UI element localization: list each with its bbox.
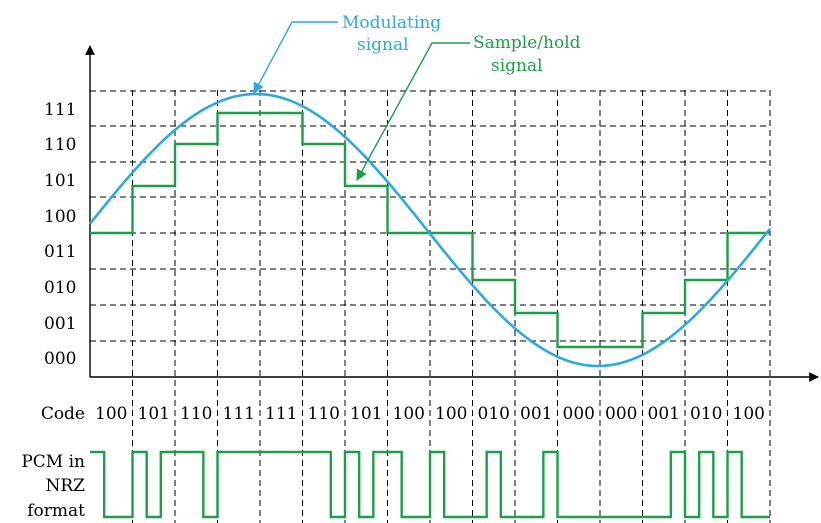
code-cell: 001 bbox=[648, 404, 680, 424]
modulating-signal-label: Modulating bbox=[342, 13, 441, 33]
pcm-row-label: PCM in bbox=[21, 452, 85, 472]
modulating-signal-label-line2: signal bbox=[357, 35, 409, 55]
y-level-label: 010 bbox=[44, 278, 76, 298]
pcm-row-label-line3: format bbox=[27, 501, 85, 521]
code-cell: 000 bbox=[605, 404, 637, 424]
y-level-label: 111 bbox=[44, 100, 76, 120]
code-cell: 010 bbox=[690, 404, 722, 424]
y-axis-level-labels: 000 001 010 011 100 101 110 111 bbox=[44, 100, 76, 369]
code-cell: 101 bbox=[138, 404, 170, 424]
code-cell: 101 bbox=[350, 404, 382, 424]
pcm-nrz-waveform bbox=[90, 450, 770, 519]
y-level-label: 101 bbox=[44, 171, 76, 191]
sample-hold-signal-pointer bbox=[356, 42, 470, 181]
code-cell: 110 bbox=[180, 404, 212, 424]
code-cell: 100 bbox=[95, 404, 127, 424]
sample-hold-signal-label: Sample/hold bbox=[473, 33, 581, 53]
code-row-label: Code bbox=[41, 404, 85, 424]
horizontal-dashed-grid bbox=[90, 90, 768, 342]
code-cell: 100 bbox=[435, 404, 467, 424]
code-cell: 111 bbox=[223, 404, 255, 424]
modulating-signal bbox=[88, 92, 771, 368]
y-level-label: 100 bbox=[44, 207, 76, 227]
y-level-label: 110 bbox=[44, 135, 76, 155]
modulating-signal-pointer bbox=[253, 21, 338, 94]
code-cell: 110 bbox=[308, 404, 340, 424]
sample-hold-signal-label-line2: signal bbox=[491, 56, 543, 76]
y-level-label: 000 bbox=[44, 349, 76, 369]
code-row: 100 101 110 111 111 110 101 100 100 010 001 000 000 0… bbox=[95, 404, 765, 424]
code-cell: 000 bbox=[563, 404, 595, 424]
code-cell: 100 bbox=[733, 404, 765, 424]
pcm-row-label-line2: NRZ bbox=[46, 476, 86, 496]
y-level-label: 011 bbox=[44, 242, 76, 262]
y-level-label: 001 bbox=[44, 314, 76, 334]
code-cell: 111 bbox=[265, 404, 297, 424]
code-cell: 100 bbox=[393, 404, 425, 424]
code-cell: 001 bbox=[520, 404, 552, 424]
code-cell: 010 bbox=[478, 404, 510, 424]
vertical-dashed-grid bbox=[132, 90, 771, 523]
